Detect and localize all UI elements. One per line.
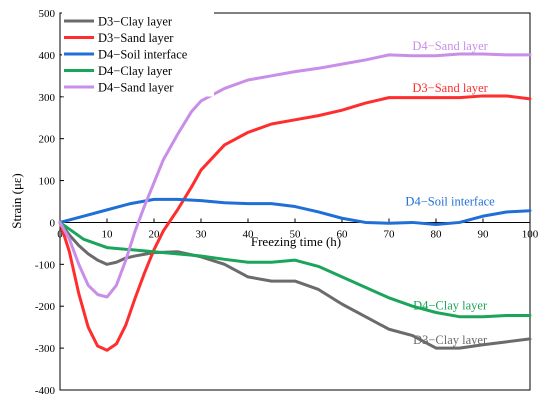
x-axis-title: Freezing time (h) xyxy=(251,234,341,249)
legend-label: D4−Clay layer xyxy=(98,64,173,78)
series-line-1 xyxy=(58,220,532,350)
series-line-2 xyxy=(58,94,532,352)
x-tick-label: 60 xyxy=(337,228,349,240)
legend-label: D3−Clay layer xyxy=(98,15,173,29)
x-tick-label: 90 xyxy=(478,228,490,240)
y-tick-label: 0 xyxy=(50,217,56,229)
series-line-3 xyxy=(58,197,532,227)
x-tick-label: 50 xyxy=(290,228,302,240)
x-tick-label: 70 xyxy=(384,228,396,240)
x-tick-label: 10 xyxy=(102,228,114,240)
y-tick-label: 100 xyxy=(39,176,56,188)
plot-area: 0 10 20 30 40 50 60 70 80 90 100 -400 -300 -200 -100 0 1… xyxy=(35,8,539,397)
series-line-4 xyxy=(58,220,532,319)
x-tick-label: 0 xyxy=(57,228,63,240)
y-tick-label: -200 xyxy=(35,301,56,313)
legend-label: D3−Sand layer xyxy=(98,31,174,45)
series-annotation: D3−Clay layer xyxy=(413,333,488,347)
series-annotation: D3−Sand layer xyxy=(412,81,488,95)
y-axis-title: Strain (με) xyxy=(9,173,24,228)
x-tick-label: 20 xyxy=(149,228,161,240)
y-tick-label: -300 xyxy=(35,343,56,355)
series-annotation: D4−Clay layer xyxy=(413,299,488,313)
x-tick-label: 40 xyxy=(243,228,255,240)
series-annotation: D4−Soil interface xyxy=(405,195,495,209)
y-tick-label: 200 xyxy=(39,134,56,146)
y-tick-label: 500 xyxy=(39,8,56,20)
y-tick-label: -400 xyxy=(35,385,56,397)
plot-frame xyxy=(59,12,531,391)
legend-label: D4−Sand layer xyxy=(98,81,174,95)
y-tick-label: 300 xyxy=(39,92,56,104)
legend-label: D4−Soil interface xyxy=(98,48,188,62)
x-tick-label: 30 xyxy=(196,228,208,240)
y-tick-label: -100 xyxy=(35,259,56,271)
y-tick-label: 400 xyxy=(39,50,56,62)
series-line-5 xyxy=(58,52,532,299)
x-tick-label: 100 xyxy=(522,228,539,240)
x-tick-label: 80 xyxy=(431,228,443,240)
series-annotation: D4−Sand layer xyxy=(412,39,488,53)
